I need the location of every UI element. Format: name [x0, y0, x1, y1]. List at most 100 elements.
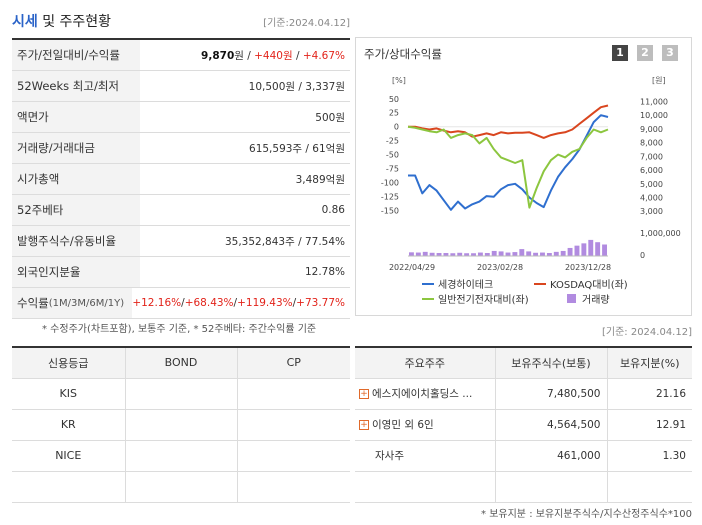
value-part: / — [181, 297, 185, 309]
chart-tab-1[interactable]: 1 — [612, 45, 628, 61]
legend-swatch — [567, 294, 576, 303]
chart-tab-2[interactable]: 2 — [637, 45, 653, 61]
value-part: 12.78% — [304, 266, 345, 278]
holder-pct: 21.16 — [606, 378, 692, 410]
expand-plus-icon[interactable]: + — [359, 420, 369, 430]
holder-pct: 12.91 — [606, 409, 692, 441]
table-row: 외국인지분율 12.78% — [12, 257, 350, 288]
volume-bar — [567, 247, 573, 256]
volume-bar — [526, 251, 532, 256]
volume-bar — [443, 253, 449, 256]
value-part: / — [233, 297, 238, 309]
holder-name-text: 이영민 외 6인 — [372, 419, 434, 431]
volume-bar — [422, 251, 428, 256]
table-row: 자사주 461,000 1.30 — [355, 440, 692, 472]
row-label: 발행주식수/유동비율 — [12, 226, 140, 256]
row-value: +12.16%/+68.43%/+119.43%/+73.77% — [132, 297, 350, 309]
major-shareholders-table: 주요주주 보유주식수(보통) 보유지분(%) + 에스지에이치홀딩스 ... 7,4… — [355, 346, 692, 503]
credit-header-bond: BOND — [124, 347, 237, 379]
row-value: 615,593주 / 61억원 — [140, 141, 350, 156]
shareholder-reference-date: [기준: 2024.04.12] — [601, 327, 692, 338]
left-tick-label: -75 — [386, 165, 399, 174]
holder-name[interactable]: + 이영민 외 6인 — [355, 409, 495, 441]
row-value: 0.86 — [140, 204, 350, 216]
volume-bar — [595, 242, 601, 256]
credit-agency — [12, 471, 125, 503]
credit-bond — [124, 378, 237, 410]
table-row: 52Weeks 최고/최저 10,500원 / 3,337원 — [12, 71, 350, 102]
x-tick-label: 2022/04/29 — [389, 263, 435, 272]
left-tick-label: -100 — [381, 179, 399, 188]
volume-bar — [477, 252, 483, 256]
holder-pct: 1.30 — [606, 440, 692, 472]
row-label: 52주베타 — [12, 195, 140, 225]
table-row: + 에스지에이치홀딩스 ... 7,480,500 21.16 — [355, 378, 692, 410]
value-part: 10,500원 / 3,337원 — [248, 80, 345, 93]
legend-label: 세경하이테크 — [438, 278, 493, 291]
price-chart: [%] [원] 50 25 0 -25 -50 -75 -100 -125 -150 11,000 10… — [381, 76, 681, 306]
x-tick-label: 2023/02/28 — [477, 263, 523, 272]
volume-bar — [484, 253, 490, 256]
table-row: 주가/전일대비/수익률 9,870원 / +440원 / +4.67% — [12, 40, 350, 71]
row-label: 52Weeks 최고/최저 — [12, 71, 140, 101]
row-value: 12.78% — [140, 266, 350, 278]
returns-label: 수익률 — [17, 296, 49, 310]
volume-bar — [436, 253, 442, 256]
volume-bar — [471, 253, 476, 256]
reference-date: [기준:2024.04.12] — [263, 18, 350, 29]
volume-bar — [574, 245, 580, 256]
table-row: KIS — [12, 378, 350, 410]
volume-bar — [519, 249, 525, 256]
row-value: 10,500원 / 3,337원 — [140, 79, 350, 94]
credit-bond — [124, 440, 237, 472]
table-row: 발행주식수/유동비율 35,352,843주 / 77.54% — [12, 226, 350, 257]
row-label: 시가총액 — [12, 164, 140, 194]
volume-bar — [581, 243, 587, 256]
volume-bar — [533, 252, 539, 256]
section-title-rest: 및 주주현황 — [37, 14, 112, 30]
expand-plus-icon[interactable]: + — [359, 389, 369, 399]
credit-agency: KIS — [12, 378, 125, 410]
volume-bar — [505, 252, 511, 256]
volume-bar — [540, 252, 545, 256]
chart-tab-3[interactable]: 3 — [662, 45, 678, 61]
volume-bar — [450, 253, 456, 256]
right-tick-label: 6,000 — [640, 166, 663, 175]
series-line-1 — [408, 104, 609, 139]
row-value: 9,870원 / +440원 / +4.67% — [140, 48, 350, 63]
volume-tick-label: 1,000,000 — [640, 229, 681, 238]
right-tick-label: 9,000 — [640, 125, 663, 134]
right-tick-label: 3,000 — [640, 207, 663, 216]
holder-name[interactable]: + 에스지에이치홀딩스 ... — [355, 378, 495, 410]
volume-tick-label: 0 — [640, 251, 645, 260]
holder-shares: 461,000 — [494, 440, 607, 472]
holders-header-pct: 보유지분(%) — [606, 347, 692, 379]
table-row: 액면가 500원 — [12, 102, 350, 133]
credit-header-cp: CP — [236, 347, 350, 379]
left-tick-label: -150 — [381, 206, 399, 215]
value-part: 615,593주 / 61억원 — [249, 142, 345, 155]
volume-bar — [429, 252, 435, 256]
value-part: +68.43% — [184, 297, 234, 309]
table-row — [12, 471, 350, 503]
section-title-highlight: 시세 — [12, 14, 38, 30]
table-row: + 이영민 외 6인 4,564,500 12.91 — [355, 409, 692, 441]
value-part: 원 / — [234, 49, 255, 62]
volume-bar — [498, 251, 504, 256]
volume-bar — [512, 252, 518, 256]
row-label: 수익률 (1M/3M/6M/1Y) — [12, 288, 133, 318]
right-tick-label: 5,000 — [640, 180, 663, 189]
right-tick-label: 11,000 — [640, 97, 668, 106]
price-footnote: * 수정주가(차트포함), 보통주 기준, * 52주베타: 주간수익률 기준 — [42, 324, 317, 335]
value-part: 3,489억원 — [295, 173, 345, 186]
credit-bond — [124, 409, 237, 441]
chart-title: 주가/상대수익률 — [364, 47, 442, 61]
row-value: 3,489억원 — [140, 172, 350, 187]
value-part: / — [292, 297, 297, 309]
right-tick-label: 8,000 — [640, 139, 663, 148]
right-axis-unit: [원] — [652, 76, 666, 85]
left-tick-label: -50 — [386, 151, 399, 160]
right-tick-label: 10,000 — [640, 111, 668, 120]
left-tick-label: 50 — [389, 95, 399, 104]
right-tick-label: 4,000 — [640, 193, 663, 202]
